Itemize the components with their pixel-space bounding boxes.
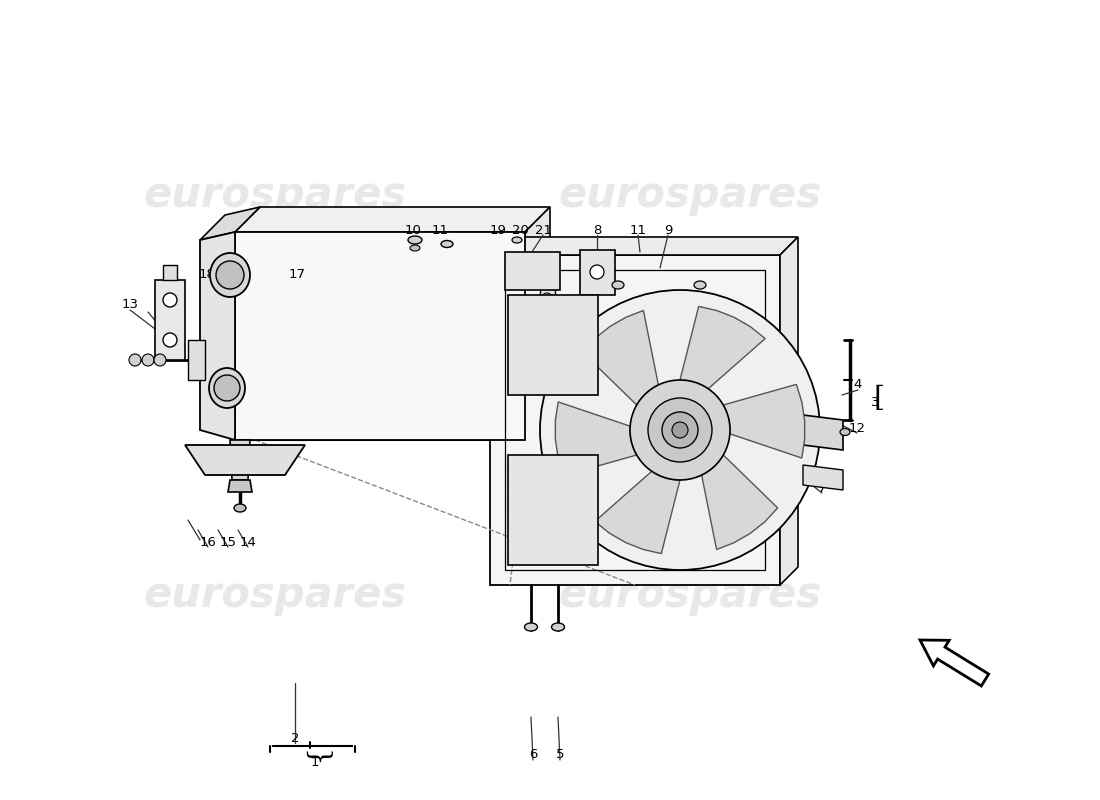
Text: 19: 19 [490, 223, 506, 237]
Polygon shape [200, 232, 235, 440]
Text: 7: 7 [817, 482, 826, 494]
Text: 11: 11 [629, 223, 647, 237]
Circle shape [154, 354, 166, 366]
Ellipse shape [525, 623, 538, 631]
Polygon shape [200, 207, 260, 240]
Text: 17: 17 [288, 269, 306, 282]
Polygon shape [508, 455, 598, 565]
Text: 20: 20 [512, 223, 528, 237]
Text: 1: 1 [310, 755, 319, 769]
Text: 3: 3 [871, 395, 879, 409]
Polygon shape [680, 306, 766, 389]
Ellipse shape [441, 241, 453, 247]
FancyArrow shape [920, 640, 989, 686]
Circle shape [163, 333, 177, 347]
Polygon shape [235, 232, 525, 440]
Polygon shape [228, 480, 252, 492]
Polygon shape [724, 384, 805, 458]
Text: 15: 15 [220, 535, 236, 549]
Ellipse shape [410, 245, 420, 251]
Text: 10: 10 [405, 223, 421, 237]
Ellipse shape [612, 281, 624, 289]
Polygon shape [556, 402, 637, 476]
Text: eurospares: eurospares [143, 174, 407, 216]
Circle shape [129, 354, 141, 366]
Circle shape [662, 412, 698, 448]
Text: 21: 21 [535, 223, 551, 237]
Text: eurospares: eurospares [143, 574, 407, 616]
Polygon shape [155, 280, 185, 360]
Polygon shape [188, 340, 205, 380]
Ellipse shape [512, 237, 522, 243]
Polygon shape [780, 237, 798, 585]
Text: 2: 2 [290, 731, 299, 745]
Circle shape [630, 380, 730, 480]
Polygon shape [540, 280, 556, 315]
Text: 16: 16 [199, 535, 217, 549]
Circle shape [540, 290, 820, 570]
Text: ]: ] [870, 382, 881, 409]
Polygon shape [803, 415, 843, 450]
Ellipse shape [234, 504, 246, 512]
Ellipse shape [840, 429, 850, 435]
Text: 14: 14 [240, 535, 256, 549]
Polygon shape [235, 207, 550, 232]
Text: 13: 13 [121, 298, 139, 311]
Circle shape [163, 293, 177, 307]
Circle shape [214, 375, 240, 401]
Polygon shape [582, 310, 659, 405]
Ellipse shape [210, 253, 250, 297]
Polygon shape [230, 440, 250, 480]
Text: 18: 18 [199, 269, 216, 282]
Text: 9: 9 [663, 223, 672, 237]
Polygon shape [185, 445, 305, 475]
Polygon shape [803, 465, 843, 490]
Polygon shape [508, 295, 598, 395]
Ellipse shape [551, 623, 564, 631]
Text: eurospares: eurospares [559, 574, 822, 616]
Polygon shape [525, 207, 550, 440]
Circle shape [216, 261, 244, 289]
Polygon shape [580, 250, 615, 295]
Text: 5: 5 [556, 749, 564, 762]
Text: eurospares: eurospares [559, 174, 822, 216]
Ellipse shape [408, 236, 422, 244]
Text: }: } [301, 750, 329, 768]
Ellipse shape [694, 281, 706, 289]
Polygon shape [490, 237, 798, 255]
Text: 11: 11 [431, 223, 449, 237]
Circle shape [142, 354, 154, 366]
Polygon shape [163, 265, 177, 280]
Text: 6: 6 [529, 749, 537, 762]
Circle shape [590, 265, 604, 279]
Circle shape [672, 422, 688, 438]
Ellipse shape [209, 368, 245, 408]
Circle shape [542, 293, 552, 303]
Text: 8: 8 [593, 223, 602, 237]
Circle shape [648, 398, 712, 462]
Text: 4: 4 [854, 378, 862, 391]
Polygon shape [595, 471, 680, 554]
Polygon shape [505, 252, 560, 290]
Text: 12: 12 [848, 422, 866, 434]
Polygon shape [702, 455, 778, 550]
Polygon shape [490, 255, 780, 585]
